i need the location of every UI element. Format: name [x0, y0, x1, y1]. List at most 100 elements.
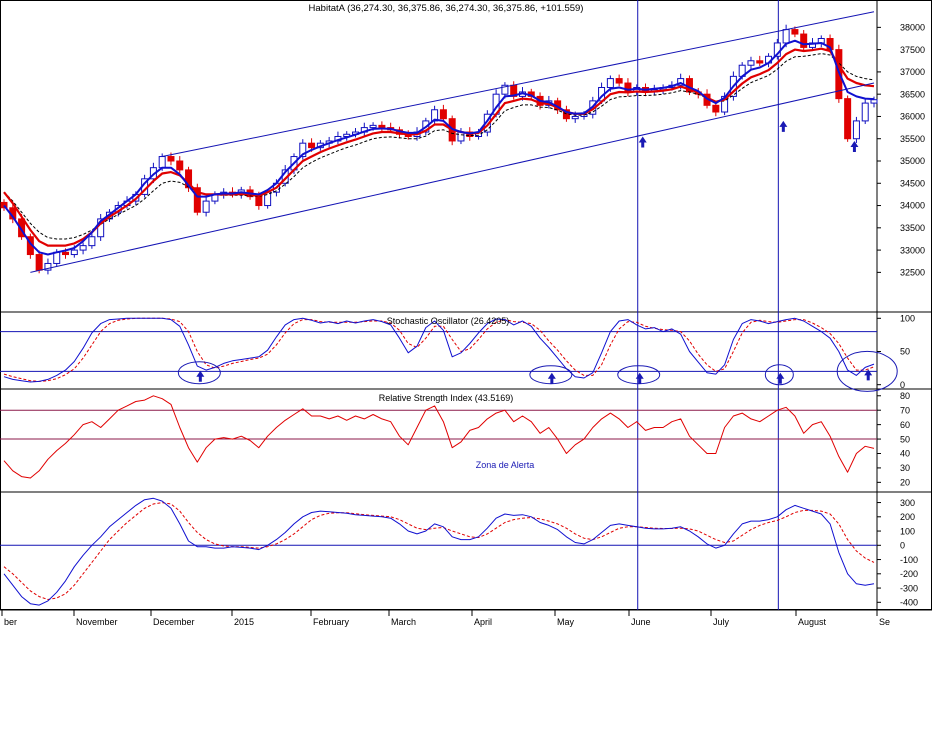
x-tick-label: March — [391, 617, 416, 627]
price-candle-up — [299, 142, 307, 158]
rsi-tick-label: 40 — [900, 449, 910, 459]
x-tick-label: February — [313, 617, 350, 627]
price-candle-up — [747, 60, 755, 66]
price-panel: 32500 33000 33500 34000 34500 35000 35500 36000… — [0, 11, 925, 278]
price-candle-down — [756, 60, 764, 64]
price-candle-down — [176, 160, 184, 171]
rsi-label: Relative Strength Index (43.5169) — [379, 393, 514, 403]
rsi-tick-label: 70 — [900, 405, 910, 415]
x-tick-label: ber — [4, 617, 17, 627]
stochastic-buy-arrow — [196, 370, 205, 382]
price-candle-up — [501, 84, 509, 95]
x-tick-label: August — [798, 617, 827, 627]
rsi-tick-label: 80 — [900, 391, 910, 401]
x-tick-label: Se — [879, 617, 890, 627]
rsi-line — [3, 395, 875, 479]
macd-tick-label: -200 — [900, 569, 918, 579]
stochastic-buy-arrow — [635, 372, 644, 384]
stochastic-tick-label: 0 — [900, 380, 905, 390]
x-tick-label: December — [153, 617, 195, 627]
price-buy-arrow — [779, 120, 788, 132]
price-candle-up — [677, 78, 685, 86]
price-candle-up — [202, 200, 210, 213]
macd-tick-label: -300 — [900, 583, 918, 593]
x-tick-label: June — [631, 617, 651, 627]
price-candle-down — [185, 169, 193, 189]
price-tick-label: 36000 — [900, 112, 925, 122]
price-candle-up — [606, 78, 614, 89]
price-candle-down — [0, 201, 8, 209]
price-tick-label: 38000 — [900, 23, 925, 33]
x-tick-label: May — [557, 617, 575, 627]
chart-labels: HabitatA (36,274.30, 36,375.86, 36,274.3… — [309, 3, 584, 470]
price-tick-label: 36500 — [900, 89, 925, 99]
rsi-tick-label: 60 — [900, 420, 910, 430]
price-candle-up — [861, 102, 869, 122]
price-tick-label: 34000 — [900, 201, 925, 211]
frame-border — [0, 0, 932, 610]
chart-title: HabitatA (36,274.30, 36,375.86, 36,274.3… — [309, 3, 584, 14]
price-candle-down — [844, 98, 852, 140]
price-candle-up — [53, 251, 61, 264]
macd-tick-label: 100 — [900, 526, 915, 536]
price-tick-label: 35500 — [900, 134, 925, 144]
x-tick-label: April — [474, 617, 492, 627]
price-ma-mid-line — [3, 47, 875, 247]
price-candle-up — [369, 124, 377, 129]
rsi-tick-label: 30 — [900, 463, 910, 473]
stochastic-tick-label: 50 — [900, 347, 910, 357]
price-candle-down — [167, 156, 175, 162]
stochastic-signal-ellipse — [764, 364, 794, 386]
price-candle-up — [79, 245, 87, 251]
x-tick-label: 2015 — [234, 617, 254, 627]
price-candle-down — [62, 251, 70, 256]
price-tick-label: 32500 — [900, 268, 925, 278]
price-candle-down — [35, 254, 43, 271]
price-tick-label: 37000 — [900, 67, 925, 77]
stochastic-buy-arrow — [547, 372, 556, 384]
stochastic-label: Stochastic Oscillator (26.4205) — [387, 316, 510, 326]
price-candle-up — [870, 99, 878, 104]
x-axis: ber November December 2015 February March Apri… — [1, 610, 890, 627]
price-candle-up — [782, 29, 790, 44]
price-tick-label: 35000 — [900, 156, 925, 166]
price-candle-down — [800, 33, 808, 48]
price-candle-up — [44, 262, 52, 271]
x-tick-label: July — [713, 617, 730, 627]
macd-panel: -400 -300 -200 -100 0 100 200 300 — [0, 498, 918, 608]
price-buy-arrow — [638, 136, 647, 148]
price-tick-label: 33500 — [900, 223, 925, 233]
price-candle-up — [571, 115, 579, 120]
price-candle-up — [431, 109, 439, 122]
stochastic-buy-arrow — [776, 372, 785, 384]
price-candle-down — [439, 109, 447, 120]
macd-tick-label: 0 — [900, 541, 905, 551]
price-candle-up — [88, 236, 96, 247]
macd-tick-label: -100 — [900, 555, 918, 565]
rsi-panel: 20 30 40 50 60 70 80 — [0, 391, 910, 488]
stochastic-d-line — [3, 317, 875, 382]
price-candle-down — [378, 124, 386, 129]
price-candle-up — [852, 120, 860, 140]
price-candle-up — [158, 156, 166, 169]
price-candle-down — [308, 142, 316, 149]
stochastic-signal-ellipse — [836, 350, 898, 392]
macd-line — [3, 497, 875, 606]
price-candle-down — [791, 29, 799, 35]
price-tick-label: 33000 — [900, 245, 925, 255]
x-tick-label: November — [76, 617, 118, 627]
price-candle-down — [712, 104, 720, 113]
price-candle-up — [70, 249, 78, 256]
rsi-tick-label: 50 — [900, 434, 910, 444]
macd-tick-label: 300 — [900, 498, 915, 508]
price-buy-arrow — [850, 140, 859, 152]
stochastic-k-line — [3, 317, 875, 383]
price-ma-slow-line — [3, 53, 875, 240]
price-channel-lower — [30, 82, 875, 273]
price-tick-label: 37500 — [900, 45, 925, 55]
stochastic-signal-ellipse — [177, 361, 221, 385]
chart-frame — [0, 0, 932, 611]
price-channel-upper — [162, 11, 875, 158]
stochastic-buy-arrow — [864, 369, 873, 381]
